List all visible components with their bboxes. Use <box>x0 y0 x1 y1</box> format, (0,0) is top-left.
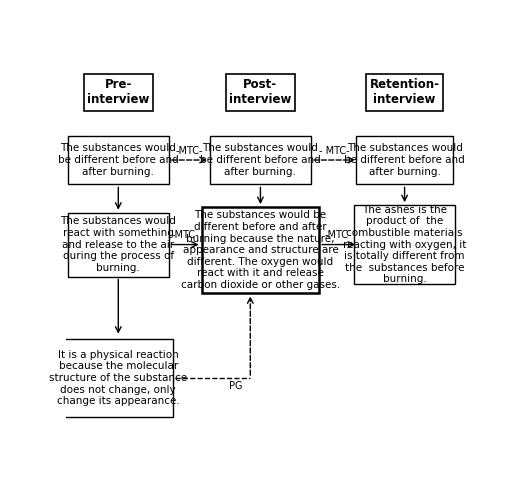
FancyBboxPatch shape <box>84 74 153 111</box>
Text: The substances would
react with something
and release to the air
during the proc: The substances would react with somethin… <box>60 216 176 273</box>
FancyBboxPatch shape <box>68 213 169 277</box>
FancyBboxPatch shape <box>210 136 311 184</box>
Text: The ashes is the
product of  the
combustible materials
reacting with oxygen, it
: The ashes is the product of the combusti… <box>343 205 466 285</box>
FancyBboxPatch shape <box>354 205 455 284</box>
Text: - MTC-: - MTC- <box>320 145 350 156</box>
Text: Pre-
interview: Pre- interview <box>87 79 149 106</box>
Text: The substances would
be different before and
after burning.: The substances would be different before… <box>58 143 179 177</box>
FancyBboxPatch shape <box>68 136 169 184</box>
FancyBboxPatch shape <box>356 136 453 184</box>
Text: It is a physical reaction
because the molecular
structure of the substance
does : It is a physical reaction because the mo… <box>49 350 188 406</box>
FancyBboxPatch shape <box>63 339 173 417</box>
Text: PG: PG <box>230 381 243 391</box>
Text: Retention-
interview: Retention- interview <box>369 79 440 106</box>
FancyBboxPatch shape <box>202 207 319 293</box>
Text: -MTC-: -MTC- <box>171 230 199 241</box>
FancyBboxPatch shape <box>226 74 295 111</box>
FancyBboxPatch shape <box>366 74 443 111</box>
Text: The substances would be
different before and after
burning because the nature,
a: The substances would be different before… <box>181 210 340 290</box>
Text: -MTC-: -MTC- <box>325 230 352 241</box>
Text: The substances would
be different before and
after burning.: The substances would be different before… <box>344 143 465 177</box>
Text: -MTC-: -MTC- <box>176 145 203 156</box>
Text: The substances would
be different before and
after burning.: The substances would be different before… <box>200 143 321 177</box>
Text: Post-
interview: Post- interview <box>229 79 292 106</box>
